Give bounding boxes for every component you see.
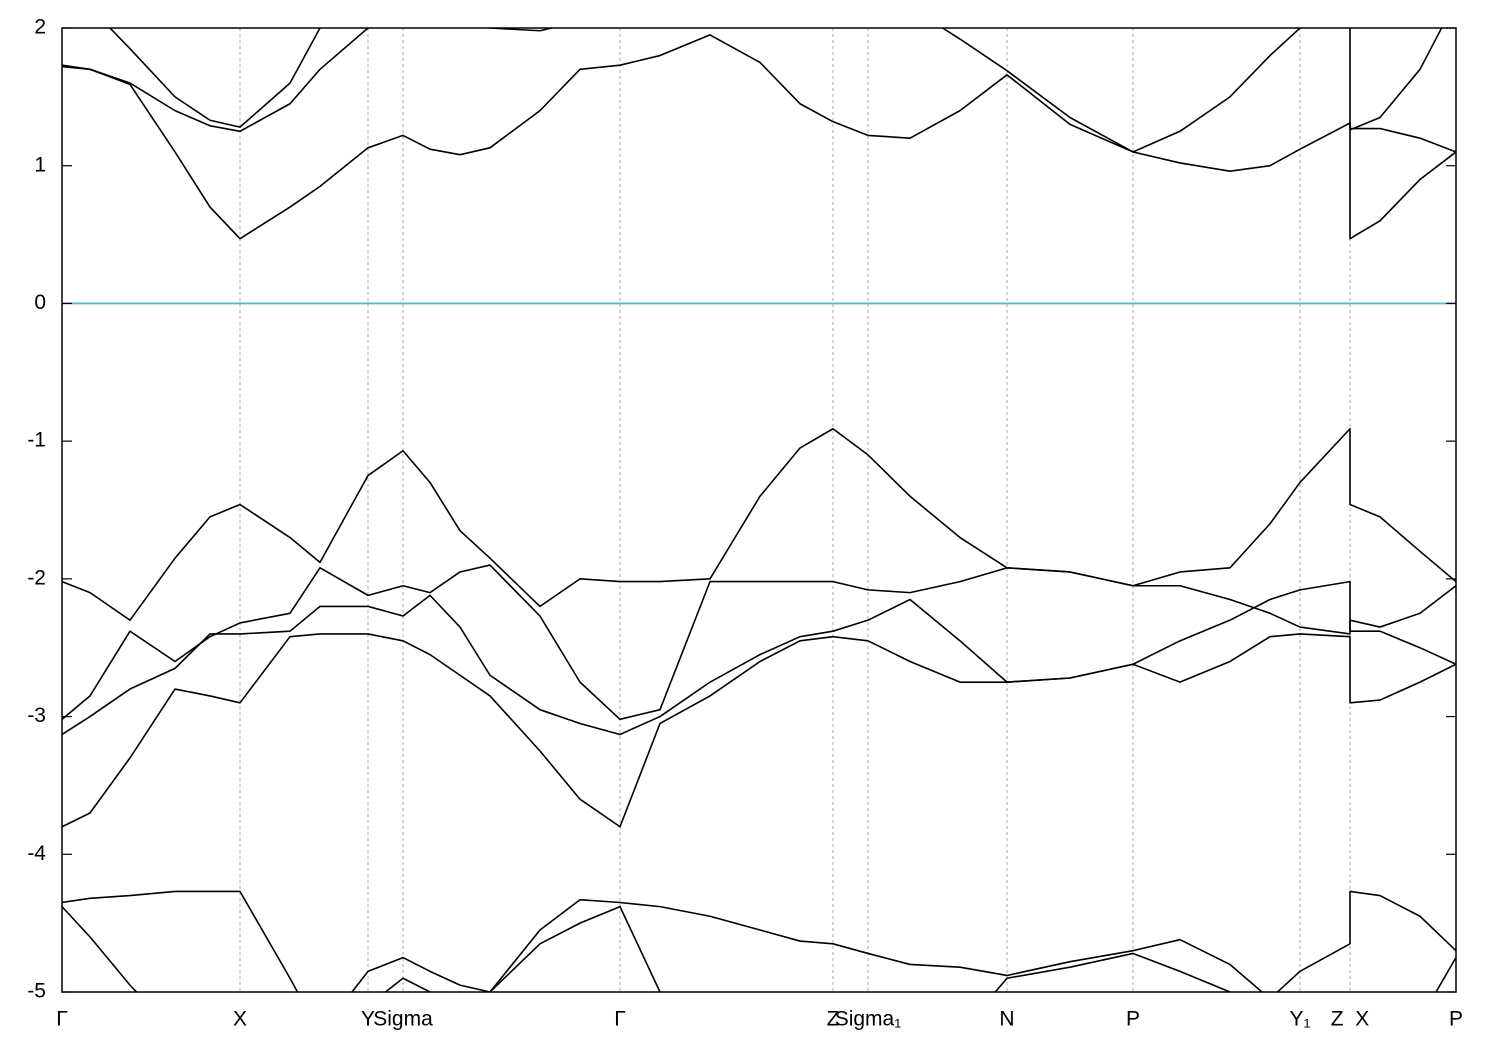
- x-tick-label: Y₁: [1289, 1008, 1310, 1031]
- y-tick-label: -3: [27, 704, 46, 727]
- grid: [61, 28, 1457, 992]
- y-tick-label: 2: [34, 16, 46, 39]
- band-line: [62, 34, 1456, 240]
- x-tick-label: Sigma₁: [835, 1008, 902, 1031]
- band-line: [62, 905, 1456, 992]
- x-tick-label: N: [999, 1008, 1014, 1031]
- y-tick-label: 0: [34, 291, 46, 314]
- band-line: [62, 890, 1456, 992]
- band-line: [62, 427, 1456, 621]
- band-line: [941, 28, 1302, 153]
- x-tick-label: Y: [361, 1008, 375, 1031]
- band-line: [62, 564, 1456, 721]
- y-tick-label: -5: [27, 980, 46, 1003]
- y-tick-label: 1: [34, 153, 46, 176]
- y-tick-label: -1: [27, 429, 46, 452]
- x-tick-label: P: [1126, 1008, 1140, 1031]
- y-tick-label: -4: [27, 842, 46, 865]
- x-tick-label: Γ: [56, 1008, 68, 1031]
- plot-frame: [61, 27, 1457, 993]
- x-tick-label: X: [233, 1008, 247, 1031]
- band-line: [62, 28, 1456, 153]
- band-line: [62, 633, 1456, 828]
- x-tick-label: Γ: [614, 1008, 626, 1031]
- x-tick-label: Z: [827, 1008, 840, 1031]
- x-tick-label: Sigma: [373, 1008, 433, 1031]
- x-tick-label: Z X: [1331, 1008, 1370, 1031]
- x-tick-label: P: [1449, 1008, 1463, 1031]
- band-line: [488, 28, 555, 32]
- y-tick-label: -2: [27, 566, 46, 589]
- bands: [62, 28, 1456, 992]
- band-line: [62, 580, 1456, 736]
- band-line: [108, 28, 1443, 131]
